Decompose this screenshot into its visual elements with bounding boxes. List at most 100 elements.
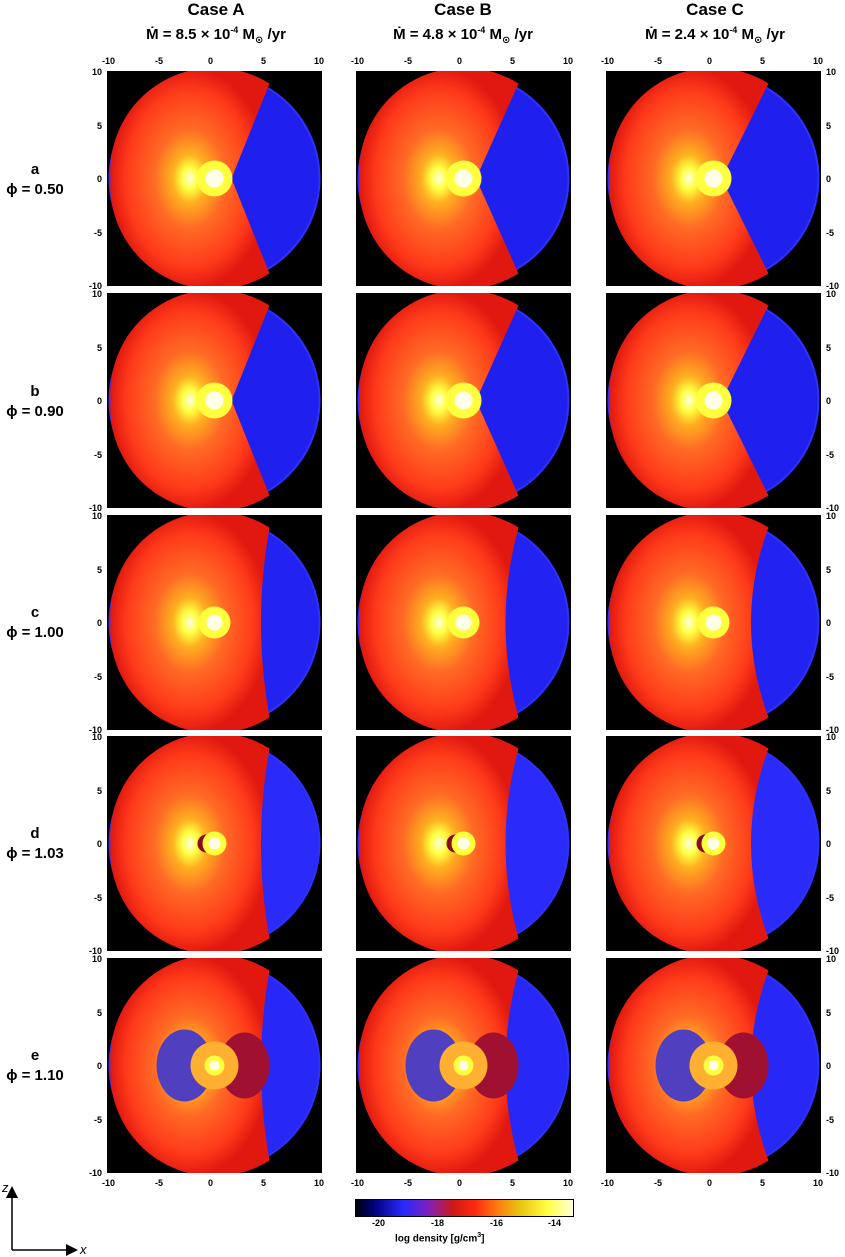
stellar-core-center: [205, 169, 224, 188]
shocked-shell: [359, 735, 519, 952]
x-tick-label: 5: [760, 1178, 766, 1188]
y-tick-label: -5: [826, 1114, 835, 1125]
y-tick-label: -10: [826, 725, 840, 735]
density-map: [106, 514, 323, 731]
stellar-core-center: [704, 169, 723, 188]
panel-frame: [106, 957, 323, 1174]
shocked-shell: [359, 514, 519, 731]
colorbar-tick: -20: [372, 1218, 386, 1228]
x-tick-label: -5: [654, 56, 663, 66]
colorbar-label: log density [g/cm3]: [395, 1232, 485, 1245]
density-panel: [106, 735, 323, 952]
y-tick-label: 5: [826, 1007, 832, 1018]
density-panel: [355, 957, 572, 1174]
y-tick-label: 10: [826, 954, 837, 964]
shocked-shell: [110, 292, 270, 509]
density-panel: [605, 957, 822, 1174]
y-tick-label: 0: [826, 839, 832, 849]
x-tick-label: -5: [404, 1178, 413, 1188]
y-tick-label: 0: [826, 1061, 832, 1071]
y-tick-label: -5: [93, 449, 102, 460]
density-map: [355, 292, 572, 509]
density-map: [106, 735, 323, 952]
density-map: [106, 957, 323, 1174]
x-tick-label: 5: [510, 1178, 516, 1188]
y-tick-label: 5: [96, 120, 102, 131]
density-map: [605, 735, 822, 952]
cavity-right: [718, 1032, 769, 1099]
density-map: [355, 70, 572, 287]
panel-frame: [106, 735, 323, 952]
y-tick-label: 5: [826, 785, 832, 796]
y-tick-label: 10: [91, 289, 102, 299]
y-tick-label: -10: [88, 503, 102, 513]
x-tick-label: 5: [261, 56, 267, 66]
y-tick-label: -5: [826, 671, 835, 682]
mass-loss-rate: Ṁ = 8.5 × 10-4 M⊙ /yr: [146, 25, 286, 46]
y-tick-label: -10: [88, 946, 102, 956]
panel-frame: [106, 514, 323, 731]
panel-frame: [106, 292, 323, 509]
shocked-shell: [110, 735, 270, 952]
column-title-a: Case A Ṁ = 8.5 × 10-4 M⊙ /yr: [106, 0, 326, 51]
y-tick-label: 5: [96, 785, 102, 796]
density-map: [605, 514, 822, 731]
mass-loss-rate: Ṁ = 2.4 × 10-4 M⊙ /yr: [645, 25, 785, 46]
y-tick-label: 10: [826, 511, 837, 521]
density-panel: [605, 70, 822, 287]
y-tick-label: -10: [826, 946, 840, 956]
x-tick-label: 5: [760, 56, 766, 66]
panel-frame: [355, 514, 572, 731]
cavity-right: [468, 1032, 519, 1099]
x-tick-label: 5: [510, 56, 516, 66]
density-panel: [605, 514, 822, 731]
y-tick-label: -10: [88, 281, 102, 291]
x-tick-label: 0: [707, 1178, 713, 1188]
shocked-shell: [110, 70, 270, 287]
x-tick-label: -10: [102, 1178, 116, 1188]
y-tick-label: -5: [826, 449, 835, 460]
shocked-shell: [359, 70, 519, 287]
y-tick-label: 5: [96, 342, 102, 353]
stellar-core-center: [454, 391, 473, 410]
x-tick-label: -10: [351, 56, 365, 66]
x-tick-label: -5: [155, 56, 164, 66]
stellar-core-center: [458, 1060, 469, 1071]
shocked-shell: [609, 514, 769, 731]
panel-frame: [355, 957, 572, 1174]
density-map: [106, 70, 323, 287]
stellar-core-center: [208, 837, 221, 850]
cavity-right: [219, 1032, 270, 1099]
y-tick-label: 10: [91, 954, 102, 964]
density-panel: [106, 292, 323, 509]
cavity-left: [405, 1029, 462, 1102]
x-tick-label: 0: [208, 56, 214, 66]
x-axis-label: x: [80, 1242, 87, 1257]
colorbar-tick: -16: [490, 1218, 504, 1228]
stellar-core-center: [206, 614, 223, 631]
y-tick-label: -5: [93, 892, 102, 903]
column-title-b: Case B Ṁ = 4.8 × 10-4 M⊙ /yr: [353, 0, 573, 51]
x-tick-label: 10: [813, 1178, 824, 1188]
density-panel: [355, 292, 572, 509]
density-panel: [355, 514, 572, 731]
y-tick-label: 5: [826, 120, 832, 131]
shocked-shell: [609, 735, 769, 952]
panel-frame: [106, 70, 323, 287]
density-map: [605, 70, 822, 287]
cavity-left: [655, 1029, 712, 1102]
density-map: [605, 292, 822, 509]
shocked-shell: [609, 70, 769, 287]
x-tick-label: 0: [457, 56, 463, 66]
density-panel: [605, 292, 822, 509]
y-tick-label: 10: [91, 732, 102, 742]
shocked-shell: [359, 292, 519, 509]
x-tick-label: -10: [351, 1178, 365, 1188]
density-map: [355, 735, 572, 952]
z-axis-label: z: [2, 1180, 9, 1195]
density-map: [355, 957, 572, 1174]
panel-frame: [355, 70, 572, 287]
